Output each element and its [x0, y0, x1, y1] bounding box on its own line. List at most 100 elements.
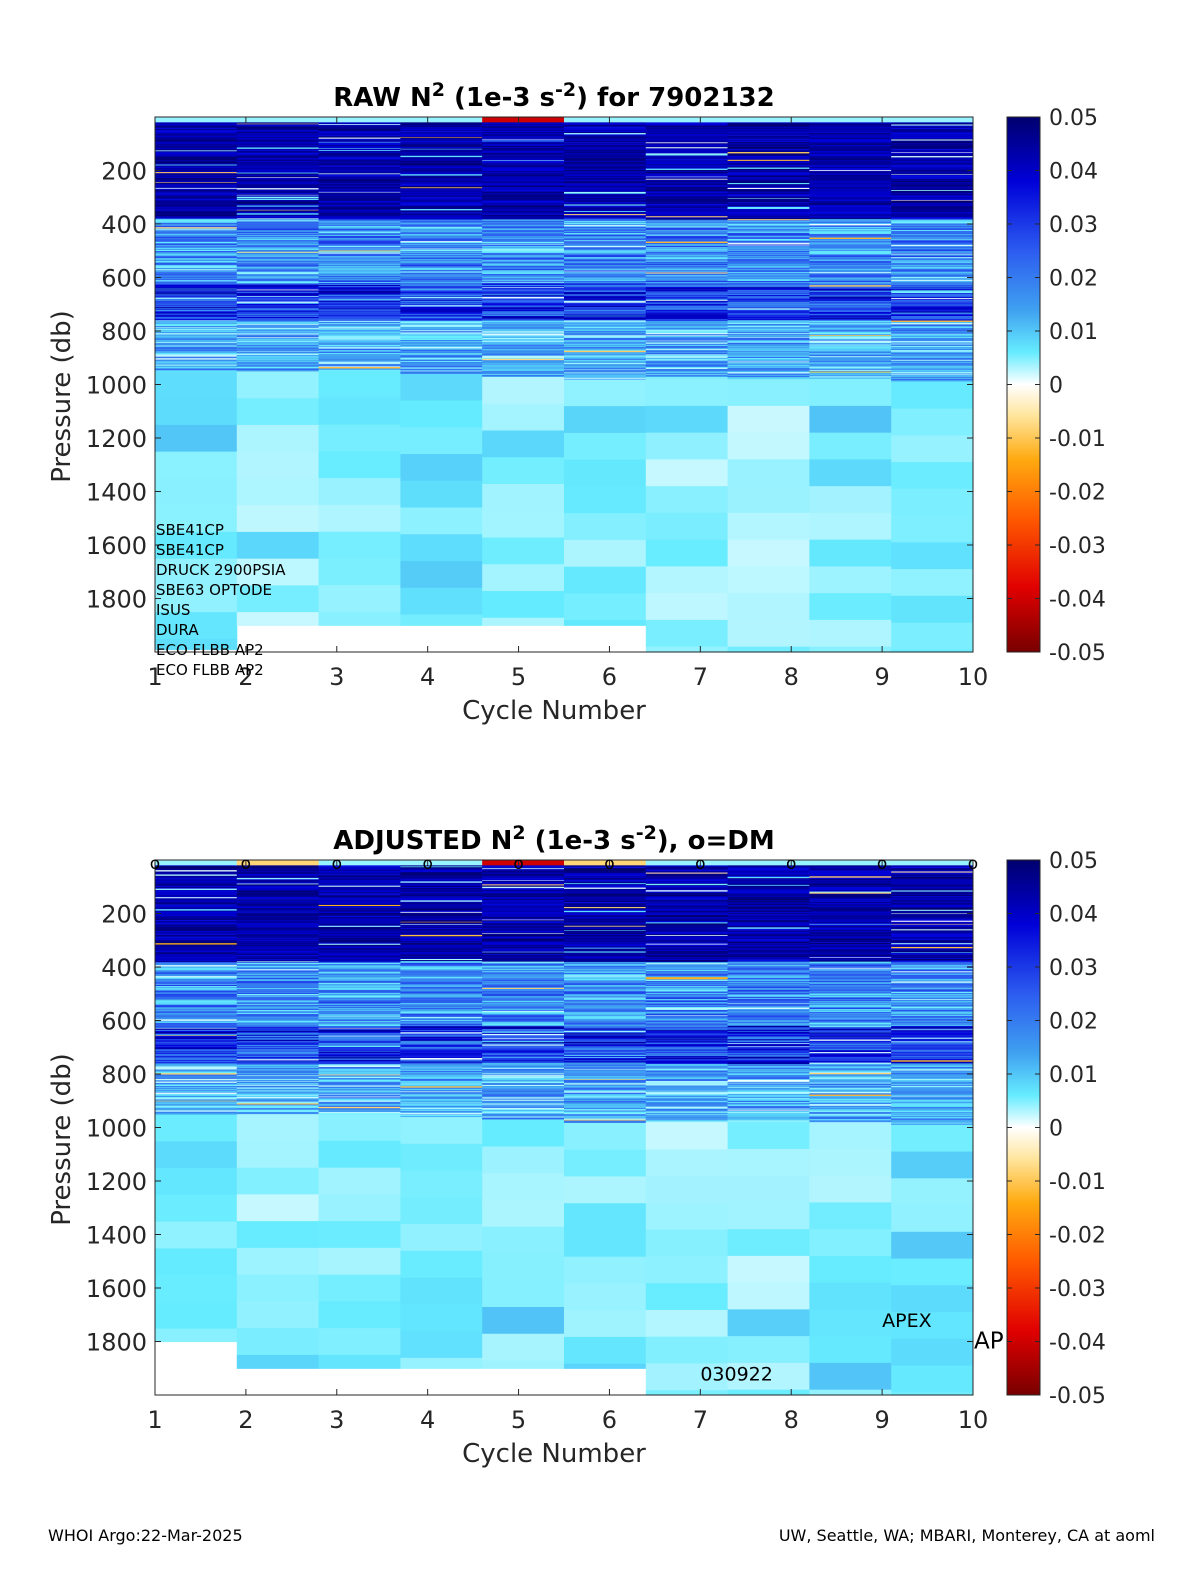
heatmap-cell [400, 922, 483, 925]
heatmap-cell [236, 924, 320, 927]
heatmap-cell [727, 866, 810, 869]
heatmap-cell [564, 294, 647, 297]
heatmap-cell [400, 937, 483, 939]
heatmap-cell [236, 309, 320, 312]
heatmap-cell [155, 1073, 238, 1076]
heatmap-cell [400, 867, 483, 870]
heatmap-cell [155, 995, 238, 998]
heatmap-cell [727, 920, 810, 923]
heatmap-cell [155, 240, 238, 243]
heatmap-cell [645, 234, 729, 237]
heatmap-cell [564, 312, 647, 314]
heatmap-cell [400, 139, 483, 142]
heatmap-cell [318, 876, 401, 878]
heatmap-cell [645, 277, 729, 279]
heatmap-cell [318, 208, 401, 210]
heatmap-cell [645, 1098, 729, 1101]
heatmap-cell [400, 270, 483, 272]
heatmap-cell [400, 984, 483, 987]
heatmap-cell [155, 345, 238, 348]
heatmap-cell [400, 364, 483, 367]
heatmap-cell [155, 911, 238, 914]
heatmap-cell [645, 359, 729, 361]
heatmap-cell [400, 192, 483, 194]
heatmap-cell [318, 369, 401, 372]
heatmap-cell [236, 962, 320, 965]
heatmap-cell [564, 324, 647, 327]
heatmap-cell [809, 233, 892, 236]
heatmap-cell [400, 877, 483, 880]
heatmap-cell [155, 981, 238, 984]
heatmap-cell [645, 1039, 729, 1042]
heatmap-cell [400, 901, 483, 904]
heatmap-cell [482, 322, 565, 325]
colorbar: 0.050.040.030.020.010-0.01-0.02-0.03-0.0… [1006, 106, 1106, 666]
heatmap-cell [645, 1024, 729, 1027]
heatmap-cell [645, 355, 729, 358]
heatmap-cell [891, 193, 974, 196]
heatmap-cell [564, 1085, 647, 1088]
heatmap-cell [318, 1081, 401, 1083]
heatmap-cell [400, 888, 483, 891]
heatmap-cell [564, 1030, 647, 1033]
heatmap-cell [400, 328, 483, 330]
heatmap-cell [236, 943, 320, 946]
heatmap-cell [318, 211, 401, 214]
heatmap-cell [727, 173, 810, 175]
heatmap-cell [155, 309, 238, 311]
heatmap-cell [891, 515, 974, 543]
heatmap-cell [236, 263, 320, 265]
heatmap-cell [809, 327, 892, 330]
heatmap-cell [318, 941, 401, 943]
heatmap-cell [564, 162, 647, 165]
heatmap-cell [236, 279, 320, 282]
heatmap-cell [645, 957, 729, 960]
heatmap-cell [564, 1024, 647, 1027]
heatmap-cell [236, 1076, 320, 1079]
heatmap-cell [809, 593, 892, 621]
heatmap-cell [891, 246, 974, 249]
heatmap-cell [645, 988, 729, 991]
heatmap-cell [155, 984, 238, 987]
heatmap-cell [236, 335, 320, 338]
heatmap-cell [318, 868, 401, 871]
heatmap-cell [482, 1050, 565, 1053]
heatmap-cell [645, 282, 729, 284]
heatmap-cell [236, 921, 320, 924]
heatmap-cell [645, 968, 729, 971]
heatmap-cell [564, 1066, 647, 1069]
heatmap-cell [482, 298, 565, 301]
heatmap-cell [564, 325, 647, 328]
heatmap-cell [236, 298, 320, 300]
heatmap-cell [564, 123, 647, 126]
heatmap-cell [645, 244, 729, 246]
heatmap-cell [727, 169, 810, 172]
heatmap-cell [482, 265, 565, 268]
heatmap-cell [809, 348, 892, 351]
heatmap-cell [809, 486, 892, 514]
heatmap-cell [236, 152, 320, 154]
heatmap-cell [155, 144, 238, 146]
heatmap-cell [645, 311, 729, 314]
heatmap-cell [318, 979, 401, 981]
heatmap-cell [236, 289, 320, 291]
heatmap-cell [318, 286, 401, 289]
heatmap-cell [236, 1062, 320, 1064]
heatmap-cell [482, 377, 565, 405]
heatmap-cell [564, 326, 647, 329]
heatmap-cell [482, 238, 565, 241]
heatmap-cell [564, 1067, 647, 1070]
heatmap-cell [645, 975, 729, 977]
heatmap-cell [482, 149, 565, 152]
heatmap-cell [155, 289, 238, 291]
heatmap-cell [155, 954, 238, 956]
heatmap-cell [400, 275, 483, 278]
heatmap-cell [891, 237, 974, 240]
heatmap-cell [155, 1108, 238, 1110]
heatmap-cell [727, 126, 810, 128]
heatmap-cell [482, 333, 565, 336]
heatmap-cell [318, 1067, 401, 1069]
heatmap-cell [400, 255, 483, 258]
heatmap-cell [236, 271, 320, 274]
heatmap-cell [809, 285, 892, 288]
